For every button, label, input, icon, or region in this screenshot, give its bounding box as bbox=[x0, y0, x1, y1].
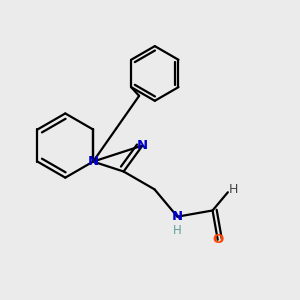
Text: N: N bbox=[172, 210, 183, 223]
Text: H: H bbox=[229, 183, 239, 196]
Text: N: N bbox=[88, 155, 99, 168]
Text: N: N bbox=[137, 139, 148, 152]
Text: O: O bbox=[212, 233, 223, 246]
Text: H: H bbox=[173, 224, 182, 236]
